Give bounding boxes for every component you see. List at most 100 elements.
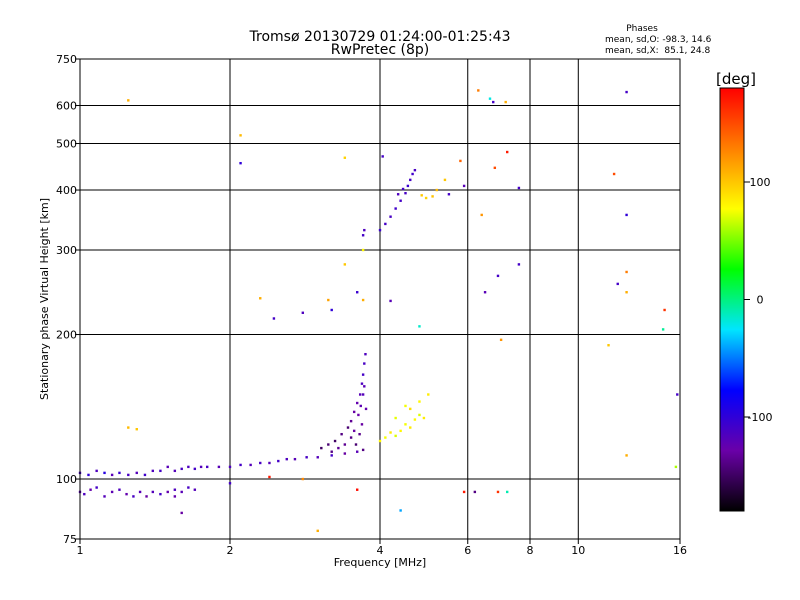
colorbar-tick-label: 0 [757,294,764,307]
data-point [607,344,610,347]
data-point [228,465,232,469]
data-points [78,89,679,533]
data-point [361,448,365,452]
colorbar-label: [deg] [716,70,756,88]
data-point [352,429,356,433]
data-point [361,393,365,396]
data-point [378,228,382,232]
data-point [193,488,197,491]
data-point [103,495,106,498]
data-point [394,207,397,210]
data-point [301,311,305,314]
data-point [327,443,330,446]
data-point [663,308,666,312]
data-point [138,490,142,494]
data-point [354,443,358,446]
data-point [363,228,366,232]
x-tick-label: 1 [77,544,84,557]
y-tick-label: 100 [56,473,77,486]
data-point [473,490,477,494]
data-point [363,385,366,388]
data-point [389,299,392,303]
phase-stats-x: mean, sd,X: 85.1, 24.8 [605,46,711,56]
data-point [404,423,407,426]
data-point [249,463,252,467]
x-tick-label: 6 [464,544,471,557]
data-point [389,215,392,218]
data-point [187,465,190,469]
chart-subtitle: RwPretec (8p) [331,42,429,58]
data-point [205,465,209,469]
data-point [418,413,421,417]
data-point [340,432,343,436]
data-point [110,473,114,477]
data-point [625,270,628,274]
data-point [674,465,678,469]
data-point [361,234,365,237]
data-point [361,298,365,302]
data-point [462,490,466,494]
data-point [127,426,130,429]
data-point [355,450,359,453]
y-tick-label: 500 [56,138,77,151]
data-point [447,193,451,196]
y-tick-label: 300 [56,244,77,257]
data-point [496,274,500,278]
data-point [409,407,412,411]
data-point [381,155,384,158]
data-point [239,463,242,467]
data-point [343,452,347,455]
data-point [187,486,190,489]
data-point [327,298,330,302]
data-point [488,97,492,100]
data-point [180,511,183,515]
data-point [399,429,402,433]
data-point [389,431,392,434]
chart-title: Tromsø 20130729 01:24:00-01:25:43 [249,29,511,45]
chart-title-block: Tromsø 20130729 01:24:00-01:25:43 RwPret… [249,29,511,58]
data-point [492,100,495,104]
data-point [406,184,410,188]
data-point [505,150,509,154]
colorbar-ticks: 100 0 -100 [744,176,772,424]
y-tick-label: 75 [63,533,77,546]
colorbar-scale [719,87,745,512]
data-point [151,469,155,473]
y-axis-ticks: 75 100 200 300 400 500 600 750 [56,53,80,546]
data-point [180,490,183,494]
data-point [125,492,128,496]
data-point [396,193,400,196]
data-point [462,184,466,188]
data-point [493,166,497,170]
data-point [320,446,323,450]
data-point [625,90,628,94]
data-point [625,454,628,457]
data-point [239,161,242,165]
data-point [505,490,509,494]
data-point [401,187,405,191]
data-point [259,461,262,465]
data-point [127,473,130,477]
data-point [352,410,356,414]
data-point [173,495,177,498]
data-point [355,291,359,294]
data-point [360,423,364,426]
data-point [504,100,507,104]
data-point [316,456,319,459]
x-tick-label: 4 [377,544,384,557]
data-point [422,416,426,420]
data-point [268,475,271,479]
data-point [394,434,397,438]
data-point [305,456,308,459]
data-point [259,297,262,300]
data-point [343,156,347,159]
data-point [95,486,98,489]
data-point [316,529,319,533]
data-point [333,439,337,443]
y-axis-label: Stationary phase Virtual Height [km] [38,198,51,400]
data-point [118,471,121,475]
data-point [135,471,138,475]
data-point [349,419,353,423]
y-tick-label: 400 [56,184,77,197]
data-point [127,99,130,102]
